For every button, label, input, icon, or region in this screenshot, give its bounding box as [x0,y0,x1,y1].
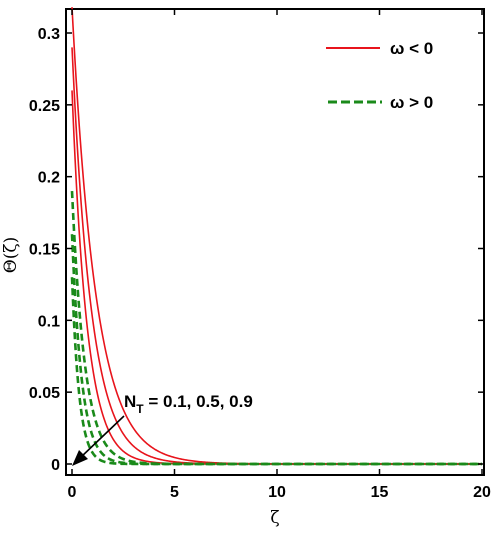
y-tick-label: 0.3 [38,26,60,43]
series-line-omega-positive-5 [70,277,482,466]
plot-frame [65,8,485,476]
x-tick-label: 20 [473,484,491,501]
x-tick-label: 15 [371,484,389,501]
y-axis-label: Θ(ζ) [1,237,21,273]
annotation-prefix: N [124,392,136,411]
legend-label-omega-positive: ω > 0 [390,93,433,112]
legend: ω < 0 ω > 0 [326,39,433,112]
x-tick-label: 10 [268,484,286,501]
annotation-arrow-head [72,450,88,466]
x-tick-label: 0 [68,484,77,501]
annotation-values: = 0.1, 0.5, 0.9 [144,392,253,411]
y-tick-label: 0.25 [29,98,60,115]
annotation-subscript: T [136,402,144,416]
y-tick-label: 0.05 [29,385,60,402]
x-tick-label: 5 [170,484,179,501]
legend-label-omega-negative: ω < 0 [390,39,433,58]
x-axis-label: ζ [270,508,279,528]
y-tick-label: 0.1 [38,313,60,330]
axes-layer: 0 5 10 15 20 0 0.05 0.1 0.15 0.2 0.25 0.3 [29,9,491,501]
annotation-text: NT = 0.1, 0.5, 0.9 [124,392,253,416]
y-tick-label: 0.2 [38,170,60,187]
parameter-annotation: NT = 0.1, 0.5, 0.9 [72,392,253,466]
annotation-arrow-shaft [79,415,125,459]
series-layer [70,7,482,466]
y-tick-label: 0 [51,457,60,474]
y-tick-label: 0.15 [29,242,60,259]
